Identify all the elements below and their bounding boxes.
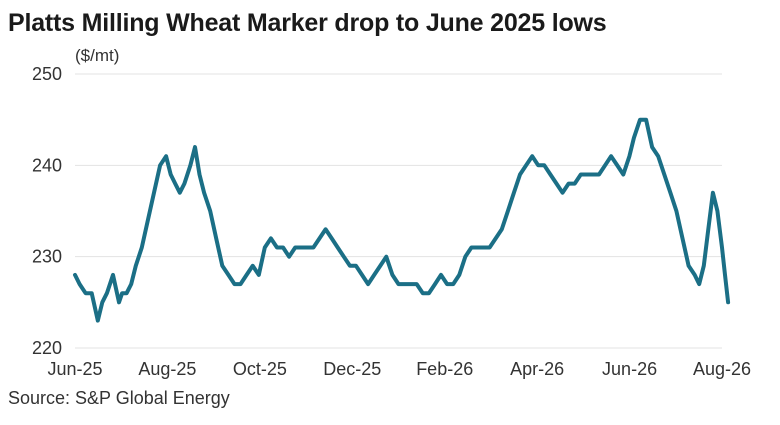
y-tick-label: 250 — [32, 64, 62, 84]
x-tick-label: Jun-25 — [47, 359, 102, 379]
y-axis-ticks: 220 230 240 250 — [32, 64, 62, 358]
source-note: Source: S&P Global Energy — [8, 388, 230, 408]
x-tick-label: Aug-26 — [693, 359, 751, 379]
x-tick-label: Aug-25 — [138, 359, 196, 379]
y-tick-label: 220 — [32, 338, 62, 358]
chart-title: Platts Milling Wheat Marker drop to June… — [8, 9, 607, 37]
x-tick-label: Oct-25 — [233, 359, 287, 379]
x-tick-label: Dec-25 — [323, 359, 381, 379]
y-tick-label: 240 — [32, 155, 62, 175]
y-axis-unit-label: ($/mt) — [75, 46, 120, 65]
series-line-wheat-price — [73, 117, 731, 323]
gridlines — [75, 73, 722, 349]
x-tick-label: Jun-26 — [602, 359, 657, 379]
x-tick-label: Feb-26 — [416, 359, 473, 379]
x-tick-label: Apr-26 — [510, 359, 564, 379]
y-tick-label: 230 — [32, 247, 62, 267]
x-axis-ticks: Jun-25 Aug-25 Oct-25 Dec-25 Feb-26 Apr-26 Jun-… — [47, 359, 751, 379]
